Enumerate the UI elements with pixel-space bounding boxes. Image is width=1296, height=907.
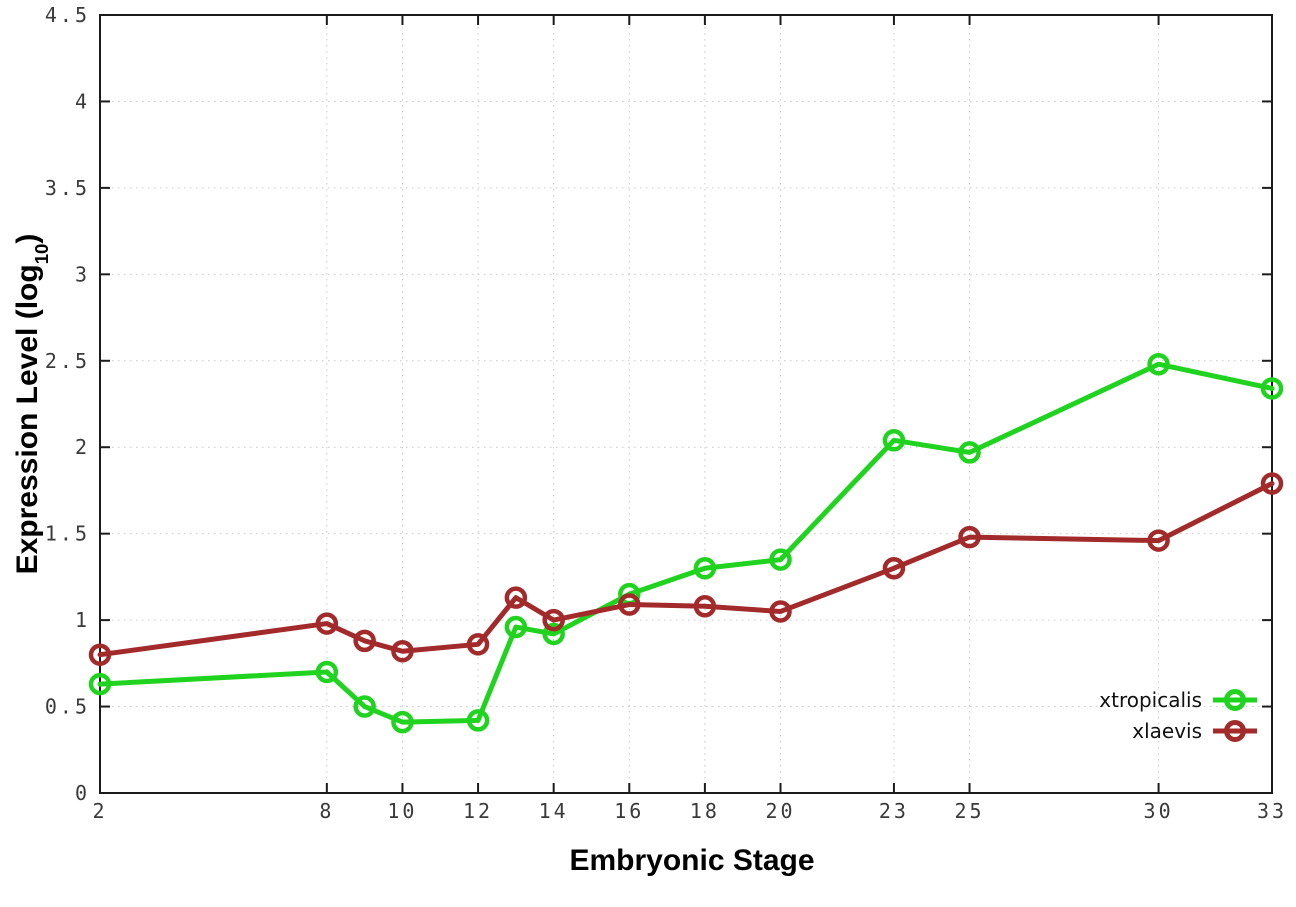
data-point-marker — [1147, 529, 1170, 552]
y-tick-label: 0.5 — [45, 695, 90, 719]
data-point-marker — [391, 639, 414, 663]
x-tick-labels: 2 8 10 12 14 16 18 20 23 25 30 33 — [92, 799, 1287, 823]
data-point-marker — [693, 595, 717, 618]
x-tick-label: 8 — [319, 799, 334, 823]
x-tick-label: 30 — [1144, 799, 1174, 823]
data-point-marker — [693, 556, 717, 580]
data-point-marker — [958, 441, 981, 464]
data-point-marker — [466, 709, 490, 732]
x-tick-label: 25 — [955, 799, 985, 823]
data-point-marker — [1147, 352, 1170, 376]
y-tick-label: 4.5 — [45, 3, 90, 27]
y-tick-labels: 0 0.5 1 1.5 2 2.5 3 3.5 4 4.5 — [45, 3, 90, 805]
data-point-marker — [88, 672, 112, 696]
series-line-xlaevis — [97, 481, 1275, 658]
legend-label-xtropicalis: xtropicalis — [1099, 687, 1202, 712]
data-point-marker — [542, 608, 565, 632]
y-tick-label: 2 — [75, 435, 90, 459]
y-tick-label: 1.5 — [45, 522, 90, 546]
tick-marks — [99, 14, 1273, 794]
y-axis-title: Expression Level (log10) — [11, 233, 53, 575]
y-tick-label: 3.5 — [45, 176, 90, 200]
series-xtropicalis — [88, 352, 1284, 734]
data-point-marker — [882, 556, 906, 580]
data-point-marker — [353, 629, 376, 653]
x-tick-label: 33 — [1257, 799, 1287, 823]
xtropicalis-marker-icon — [1213, 688, 1257, 711]
xlaevis-marker-icon — [1213, 719, 1257, 742]
legend-item-xlaevis: xlaevis — [1099, 715, 1258, 746]
x-tick-label: 20 — [765, 799, 795, 823]
x-tick-label: 14 — [539, 799, 569, 823]
y-tick-label: 2.5 — [45, 349, 90, 373]
data-point-marker — [391, 710, 414, 734]
x-tick-label: 12 — [463, 799, 493, 823]
data-point-marker — [958, 525, 981, 549]
series-line-xtropicalis — [97, 361, 1275, 725]
legend-item-xtropicalis: xtropicalis — [1099, 684, 1258, 715]
data-point-marker — [504, 615, 528, 639]
y-tick-label: 0 — [75, 781, 90, 805]
data-point-marker — [882, 429, 906, 452]
y-axis-title-text: Expression Level (log — [11, 264, 44, 575]
data-point-marker — [504, 586, 528, 609]
data-point-marker — [466, 633, 490, 656]
y-axis-title-close: ) — [11, 233, 44, 244]
data-point-marker — [315, 612, 339, 635]
plot-border — [99, 14, 1273, 794]
y-tick-label: 4 — [75, 89, 90, 113]
x-axis-title: Embryonic Stage — [569, 844, 815, 877]
data-point-marker — [769, 600, 792, 623]
data-point-marker — [353, 695, 376, 718]
legend-label-xlaevis: xlaevis — [1132, 718, 1202, 743]
data-point-marker — [618, 593, 641, 616]
y-tick-label: 1 — [75, 608, 90, 632]
legend: xtropicalis xlaevis — [1099, 684, 1258, 746]
x-tick-label: 16 — [614, 799, 644, 823]
data-point-marker — [315, 660, 339, 684]
series-xlaevis — [88, 472, 1284, 666]
data-point-marker — [542, 622, 565, 646]
data-point-marker — [1260, 377, 1284, 400]
x-tick-label: 23 — [879, 799, 909, 823]
x-tick-label: 2 — [92, 799, 107, 823]
x-tick-label: 10 — [387, 799, 417, 823]
data-point-marker — [88, 643, 112, 666]
y-tick-label: 3 — [75, 262, 90, 286]
data-point-marker — [769, 548, 792, 571]
data-point-marker — [1260, 472, 1284, 495]
y-axis-title-subscript: 10 — [31, 243, 53, 265]
x-tick-label: 18 — [690, 799, 720, 823]
